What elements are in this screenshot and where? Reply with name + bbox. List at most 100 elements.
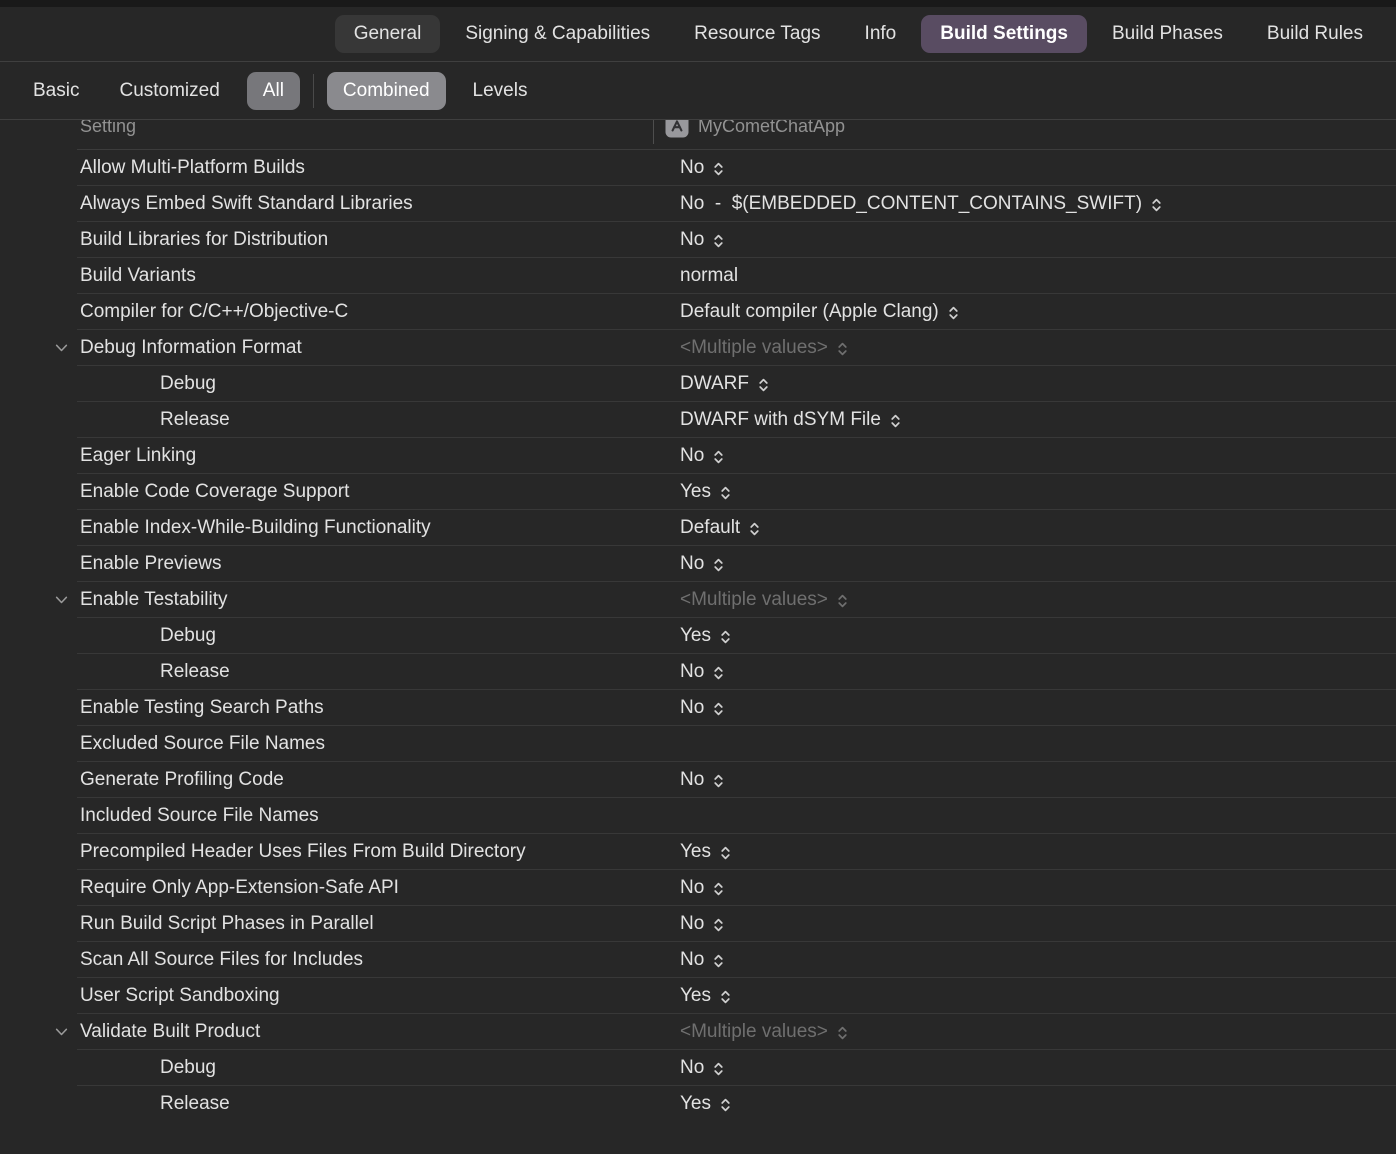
setting-value-popup[interactable]: No — [680, 661, 724, 683]
filter-scope-basic[interactable]: Basic — [33, 79, 80, 101]
setting-value-popup[interactable]: Yes — [680, 841, 731, 863]
setting-value-popup[interactable]: No — [680, 697, 724, 719]
stepper-icon[interactable] — [890, 413, 901, 429]
setting-row-build-libraries-for-distribution[interactable]: Build Libraries for Distribution No — [77, 222, 1396, 258]
setting-value-text: No — [680, 156, 705, 178]
stepper-icon[interactable] — [713, 557, 724, 573]
setting-row-validate-built-product[interactable]: Validate Built Product <Multiple values> — [55, 1014, 1396, 1050]
filter-view-combined[interactable]: Combined — [326, 71, 446, 110]
tab-build-phases[interactable]: Build Phases — [1111, 23, 1223, 44]
setting-row-always-embed-swift-standard-libraries[interactable]: Always Embed Swift Standard Libraries No … — [77, 186, 1396, 222]
settings-rows: Allow Multi-Platform Builds No Always Embe… — [55, 150, 1396, 1121]
setting-value-popup[interactable]: DWARF — [680, 373, 769, 395]
setting-value-popup[interactable]: No — [680, 445, 724, 467]
stepper-icon[interactable] — [713, 953, 724, 969]
setting-value-text: No — [680, 696, 705, 718]
stepper-icon[interactable] — [720, 629, 731, 645]
stepper-icon[interactable] — [713, 161, 724, 177]
stepper-icon[interactable] — [713, 701, 724, 717]
setting-value-popup[interactable]: Default compiler (Apple Clang) — [680, 301, 959, 323]
tab-build-settings[interactable]: Build Settings — [921, 15, 1087, 53]
setting-column-header[interactable]: Setting — [80, 120, 137, 136]
setting-name-label: Debug — [160, 624, 216, 646]
setting-value-popup[interactable]: No — [680, 949, 724, 971]
setting-row-compiler-for-c-c-objective-c[interactable]: Compiler for C/C++/Objective-C Default co… — [77, 294, 1396, 330]
stepper-icon[interactable] — [948, 305, 959, 321]
disclosure-chevron-icon[interactable] — [55, 595, 68, 604]
setting-row-precompiled-header-uses-files-from-build-directory[interactable]: Precompiled Header Uses Files From Build… — [77, 834, 1396, 870]
setting-row-enable-previews[interactable]: Enable Previews No — [77, 546, 1396, 582]
setting-row-eager-linking[interactable]: Eager Linking No — [77, 438, 1396, 474]
setting-row-debug[interactable]: Debug Yes — [77, 618, 1396, 654]
stepper-icon[interactable] — [713, 449, 724, 465]
setting-value-popup[interactable]: No — [680, 157, 724, 179]
setting-value-popup[interactable]: No — [680, 769, 724, 791]
tab-build-rules[interactable]: Build Rules — [1266, 23, 1363, 44]
stepper-icon[interactable] — [720, 989, 731, 1005]
setting-value-popup[interactable]: Yes — [680, 985, 731, 1007]
tab-info[interactable]: Info — [864, 23, 897, 44]
filter-view-levels[interactable]: Levels — [472, 79, 528, 101]
setting-row-allow-multi-platform-builds[interactable]: Allow Multi-Platform Builds No — [77, 150, 1396, 186]
stepper-icon[interactable] — [837, 593, 848, 609]
stepper-icon[interactable] — [713, 665, 724, 681]
disclosure-chevron-icon[interactable] — [55, 1027, 68, 1036]
setting-row-run-build-script-phases-in-parallel[interactable]: Run Build Script Phases in Parallel No — [77, 906, 1396, 942]
setting-row-scan-all-source-files-for-includes[interactable]: Scan All Source Files for Includes No — [77, 942, 1396, 978]
setting-value-popup[interactable]: <Multiple values> — [680, 589, 848, 611]
setting-row-require-only-app-extension-safe-api[interactable]: Require Only App-Extension-Safe API No — [77, 870, 1396, 906]
setting-row-generate-profiling-code[interactable]: Generate Profiling Code No — [77, 762, 1396, 798]
stepper-icon[interactable] — [749, 521, 760, 537]
tab-general[interactable]: General — [334, 15, 441, 53]
setting-row-release[interactable]: Release No — [77, 654, 1396, 690]
setting-value-popup[interactable]: No — [680, 553, 724, 575]
setting-value-popup[interactable]: Default — [680, 517, 760, 539]
setting-value-text: Yes — [680, 624, 711, 646]
setting-value-popup[interactable]: normal — [680, 265, 738, 287]
setting-value-popup[interactable]: No — [680, 1057, 724, 1079]
setting-row-enable-code-coverage-support[interactable]: Enable Code Coverage Support Yes — [77, 474, 1396, 510]
setting-name-label: Run Build Script Phases in Parallel — [80, 912, 374, 934]
setting-row-release[interactable]: Release DWARF with dSYM File — [77, 402, 1396, 438]
setting-value-popup[interactable]: <Multiple values> — [680, 1021, 848, 1043]
stepper-icon[interactable] — [720, 1097, 731, 1113]
filter-scope-all[interactable]: All — [246, 71, 300, 110]
setting-value-popup[interactable]: No - $(EMBEDDED_CONTENT_CONTAINS_SWIFT) — [680, 193, 1162, 215]
stepper-icon[interactable] — [713, 233, 724, 249]
setting-value-popup[interactable]: <Multiple values> — [680, 337, 848, 359]
disclosure-chevron-icon[interactable] — [55, 343, 68, 352]
stepper-icon[interactable] — [758, 377, 769, 393]
setting-value-popup[interactable]: Yes — [680, 625, 731, 647]
setting-row-build-variants[interactable]: Build Variants normal — [77, 258, 1396, 294]
stepper-icon[interactable] — [837, 1025, 848, 1041]
setting-row-enable-testability[interactable]: Enable Testability <Multiple values> — [55, 582, 1396, 618]
setting-row-debug[interactable]: Debug No — [77, 1050, 1396, 1086]
setting-value-popup[interactable]: No — [680, 229, 724, 251]
stepper-icon[interactable] — [720, 845, 731, 861]
setting-value-popup[interactable]: DWARF with dSYM File — [680, 409, 901, 431]
filter-scope-customized[interactable]: Customized — [119, 79, 220, 101]
target-column-header[interactable]: MyCometChatApp — [665, 120, 845, 144]
stepper-icon[interactable] — [713, 881, 724, 897]
stepper-icon[interactable] — [713, 1061, 724, 1077]
setting-value-popup[interactable]: No — [680, 877, 724, 899]
setting-value-popup[interactable]: No — [680, 913, 724, 935]
tab-resource-tags[interactable]: Resource Tags — [694, 23, 821, 44]
setting-row-excluded-source-file-names[interactable]: Excluded Source File Names — [77, 726, 1396, 762]
stepper-icon[interactable] — [713, 773, 724, 789]
setting-row-user-script-sandboxing[interactable]: User Script Sandboxing Yes — [77, 978, 1396, 1014]
setting-row-enable-index-while-building-functionality[interactable]: Enable Index-While-Building Functionalit… — [77, 510, 1396, 546]
target-editor-tab-bar: General Signing & Capabilities Resource Ta… — [0, 7, 1396, 62]
setting-row-debug[interactable]: Debug DWARF — [77, 366, 1396, 402]
setting-row-included-source-file-names[interactable]: Included Source File Names — [77, 798, 1396, 834]
setting-value-popup[interactable]: Yes — [680, 481, 731, 503]
stepper-icon[interactable] — [713, 917, 724, 933]
setting-row-release[interactable]: Release Yes — [77, 1086, 1396, 1121]
stepper-icon[interactable] — [837, 341, 848, 357]
stepper-icon[interactable] — [1151, 197, 1162, 213]
tab-signing-capabilities[interactable]: Signing & Capabilities — [465, 23, 651, 44]
setting-value-popup[interactable]: Yes — [680, 1093, 731, 1115]
setting-row-debug-information-format[interactable]: Debug Information Format <Multiple values… — [55, 330, 1396, 366]
setting-row-enable-testing-search-paths[interactable]: Enable Testing Search Paths No — [77, 690, 1396, 726]
stepper-icon[interactable] — [720, 485, 731, 501]
